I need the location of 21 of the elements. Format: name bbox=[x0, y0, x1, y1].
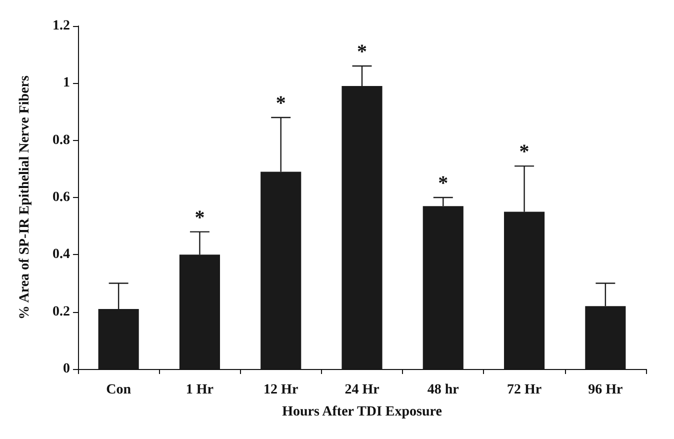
y-tick-label: 0.4 bbox=[52, 247, 70, 262]
y-tick-label: 0.6 bbox=[52, 190, 70, 205]
y-tick-label: 0.2 bbox=[52, 304, 70, 320]
x-tick-label: 24 Hr bbox=[344, 382, 380, 398]
x-tick-label: 12 Hr bbox=[264, 382, 298, 398]
annotation: * bbox=[276, 92, 286, 114]
y-axis-title: % Area of SP-IR Epithelial Nerve Fibers bbox=[18, 74, 32, 320]
x-tick-label: 72 Hr bbox=[506, 382, 542, 398]
annotation: * bbox=[519, 141, 530, 164]
x-axis-title: Hours After TDI Exposure bbox=[282, 404, 442, 420]
annotation: * bbox=[194, 206, 205, 229]
x-tick-label: 96 Hr bbox=[588, 382, 623, 398]
y-tick-label: 0.8 bbox=[52, 132, 70, 148]
x-tick-label: 48 hr bbox=[427, 382, 459, 398]
y-tick-label: 1 bbox=[63, 76, 70, 91]
annotation: * bbox=[438, 172, 448, 194]
x-tick-label: Con bbox=[106, 382, 132, 398]
x-tick-label: 1 Hr bbox=[186, 382, 214, 398]
y-tick-label: 1.2 bbox=[52, 18, 70, 34]
y-tick-label: 0 bbox=[63, 362, 70, 376]
annotation: * bbox=[357, 41, 367, 64]
